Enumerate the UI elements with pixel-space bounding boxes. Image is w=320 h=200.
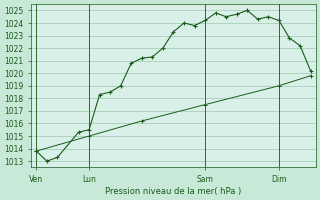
X-axis label: Pression niveau de la mer( hPa ): Pression niveau de la mer( hPa ) [105,187,242,196]
